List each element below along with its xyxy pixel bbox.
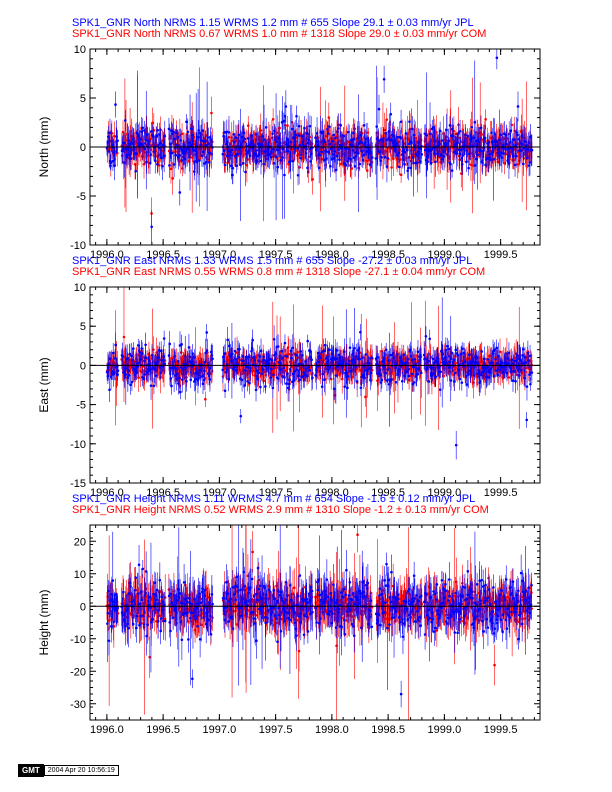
legend-entry: SPK1_GNR Height NRMS 1.11 WRMS 4.7 mm # … <box>72 493 475 505</box>
y-tick-label: 10 <box>74 44 86 56</box>
x-tick-label: 1998.5 <box>371 487 405 499</box>
x-tick-label: 1997.5 <box>259 724 293 736</box>
x-tick-label: 1996.0 <box>90 724 124 736</box>
y-tick-label: 0 <box>80 360 86 372</box>
y-tick-label: 5 <box>80 93 86 105</box>
x-tick-label: 1999.5 <box>484 487 518 499</box>
x-tick-label: 1997.0 <box>203 724 237 736</box>
x-tick-label: 1996.5 <box>146 487 180 499</box>
y-tick-label: -10 <box>70 634 86 646</box>
x-tick-label: 1996.0 <box>90 249 124 261</box>
x-tick-label: 1998.5 <box>371 724 405 736</box>
plot-frame <box>89 286 541 484</box>
series-jpl <box>106 525 533 708</box>
gmt-logo: GMT <box>18 764 44 777</box>
legend-entry: SPK1_GNR Height NRMS 0.52 WRMS 2.9 mm # … <box>72 504 489 516</box>
series-jpl <box>105 49 534 244</box>
y-tick-label: 0 <box>80 142 86 154</box>
legend-entry: SPK1_GNR North NRMS 1.15 WRMS 1.2 mm # 6… <box>72 17 474 29</box>
y-tick-label: -5 <box>76 191 86 203</box>
x-tick-label: 1998.0 <box>315 724 349 736</box>
y-tick-label: 20 <box>74 536 86 548</box>
data-layer <box>105 49 534 244</box>
x-tick-label: 1999.0 <box>428 724 462 736</box>
x-tick-label: 1996.0 <box>90 487 124 499</box>
x-tick-label: 1996.5 <box>146 249 180 261</box>
y-axis-label: East (mm) <box>37 357 51 412</box>
y-tick-label: 0 <box>80 601 86 613</box>
x-tick-label: 1999.0 <box>428 487 462 499</box>
x-tick-label: 1997.0 <box>203 487 237 499</box>
x-tick-label: 1996.5 <box>146 724 180 736</box>
legend-entry: SPK1_GNR North NRMS 0.67 WRMS 1.0 mm # 1… <box>72 28 486 40</box>
legend-entry: SPK1_GNR East NRMS 1.33 WRMS 1.5 mm # 65… <box>72 255 472 267</box>
x-tick-label: 1997.0 <box>203 249 237 261</box>
y-tick-label: -15 <box>70 478 86 490</box>
x-tick-label: 1999.5 <box>484 724 518 736</box>
panel-height: SPK1_GNR Height NRMS 1.11 WRMS 4.7 mm # … <box>37 493 541 736</box>
legend-entry: SPK1_GNR East NRMS 0.55 WRMS 0.8 mm # 13… <box>72 266 485 278</box>
y-tick-label: -10 <box>70 240 86 252</box>
data-layer <box>105 525 533 720</box>
y-tick-label: -10 <box>70 439 86 451</box>
data-layer <box>105 287 534 460</box>
series-jpl <box>105 297 534 460</box>
panel-north: SPK1_GNR North NRMS 1.15 WRMS 1.2 mm # 6… <box>37 17 541 261</box>
panel-east: SPK1_GNR East NRMS 1.33 WRMS 1.5 mm # 65… <box>37 255 541 499</box>
x-tick-label: 1998.0 <box>315 487 349 499</box>
y-axis-label: Height (mm) <box>37 589 51 655</box>
y-tick-label: -20 <box>70 666 86 678</box>
x-tick-label: 1997.5 <box>259 487 293 499</box>
x-tick-label: 1999.5 <box>484 249 518 261</box>
gmt-stamp: GMT 2004 Apr 20 10:56:19 <box>18 764 119 777</box>
y-tick-label: -30 <box>70 699 86 711</box>
x-tick-label: 1997.5 <box>259 249 293 261</box>
y-axis-label: North (mm) <box>37 117 51 178</box>
y-tick-label: -5 <box>76 400 86 412</box>
x-tick-label: 1998.0 <box>315 249 349 261</box>
y-tick-label: 10 <box>74 569 86 581</box>
gmt-timestamp: 2004 Apr 20 10:56:19 <box>43 765 119 776</box>
y-tick-label: 5 <box>80 321 86 333</box>
y-tick-label: 10 <box>74 282 86 294</box>
x-tick-label: 1998.5 <box>371 249 405 261</box>
x-tick-label: 1999.0 <box>428 249 462 261</box>
